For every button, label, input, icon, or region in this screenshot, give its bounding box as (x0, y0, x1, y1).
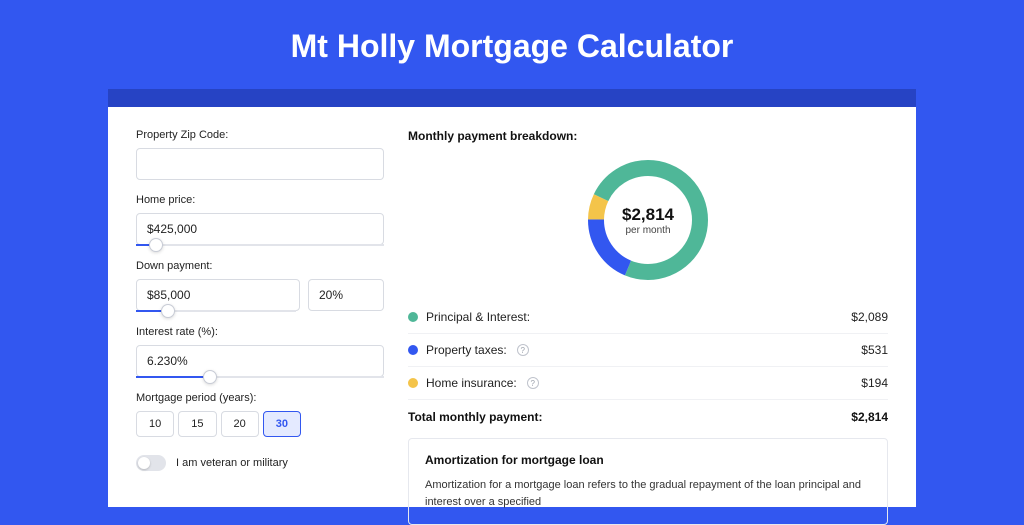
period-button-15[interactable]: 15 (178, 411, 216, 437)
donut-amount: $2,814 (622, 205, 674, 225)
amortization-text: Amortization for a mortgage loan refers … (425, 477, 871, 510)
total-value: $2,814 (851, 410, 888, 424)
slider-thumb[interactable] (161, 304, 175, 318)
legend-label: Property taxes: (426, 343, 507, 357)
home-price-label: Home price: (136, 194, 384, 206)
home-price-group: Home price: (136, 194, 384, 246)
donut-container: $2,814 per month (408, 155, 888, 285)
info-icon[interactable]: ? (517, 344, 529, 356)
legend-row: Principal & Interest: $2,089 (408, 301, 888, 334)
calculator-card: Property Zip Code: Home price: Down paym… (108, 107, 916, 507)
legend-dot (408, 345, 418, 355)
veteran-toggle[interactable] (136, 455, 166, 471)
legend-value: $194 (861, 376, 888, 390)
breakdown-title: Monthly payment breakdown: (408, 129, 888, 143)
interest-rate-label: Interest rate (%): (136, 326, 384, 338)
total-row: Total monthly payment: $2,814 (408, 400, 888, 438)
slider-thumb[interactable] (149, 238, 163, 252)
header-strip (108, 89, 916, 107)
legend-row: Home insurance:? $194 (408, 367, 888, 400)
period-group: Mortgage period (years): 10152030 (136, 392, 384, 437)
period-button-30[interactable]: 30 (263, 411, 301, 437)
legend-dot (408, 312, 418, 322)
home-price-input[interactable] (136, 213, 384, 245)
legend-label: Principal & Interest: (426, 310, 530, 324)
total-label: Total monthly payment: (408, 410, 542, 424)
down-payment-amount-input[interactable] (136, 279, 300, 311)
legend-value: $531 (861, 343, 888, 357)
slider-fill (136, 376, 210, 378)
interest-rate-slider[interactable] (136, 376, 384, 378)
info-icon[interactable]: ? (527, 377, 539, 389)
down-payment-label: Down payment: (136, 260, 384, 272)
slider-thumb[interactable] (203, 370, 217, 384)
legend-value: $2,089 (851, 310, 888, 324)
down-payment-slider[interactable] (136, 310, 296, 312)
veteran-row: I am veteran or military (136, 455, 384, 471)
amortization-title: Amortization for mortgage loan (425, 453, 871, 467)
interest-rate-input[interactable] (136, 345, 384, 377)
zip-label: Property Zip Code: (136, 129, 384, 141)
legend-label: Home insurance: (426, 376, 517, 390)
period-button-20[interactable]: 20 (221, 411, 259, 437)
toggle-knob (138, 457, 150, 469)
home-price-slider[interactable] (136, 244, 384, 246)
zip-input[interactable] (136, 148, 384, 180)
donut-center: $2,814 per month (583, 155, 713, 285)
period-button-10[interactable]: 10 (136, 411, 174, 437)
veteran-label: I am veteran or military (176, 457, 288, 469)
period-buttons: 10152030 (136, 411, 384, 437)
down-payment-group: Down payment: (136, 260, 384, 312)
results-column: Monthly payment breakdown: $2,814 per mo… (408, 129, 888, 485)
legend-row: Property taxes:? $531 (408, 334, 888, 367)
period-label: Mortgage period (years): (136, 392, 384, 404)
interest-rate-group: Interest rate (%): (136, 326, 384, 378)
form-column: Property Zip Code: Home price: Down paym… (136, 129, 384, 485)
donut-sub: per month (625, 225, 670, 236)
down-payment-percent-input[interactable] (308, 279, 384, 311)
zip-field-group: Property Zip Code: (136, 129, 384, 180)
page-title: Mt Holly Mortgage Calculator (0, 0, 1024, 89)
payment-donut-chart: $2,814 per month (583, 155, 713, 285)
legend-dot (408, 378, 418, 388)
